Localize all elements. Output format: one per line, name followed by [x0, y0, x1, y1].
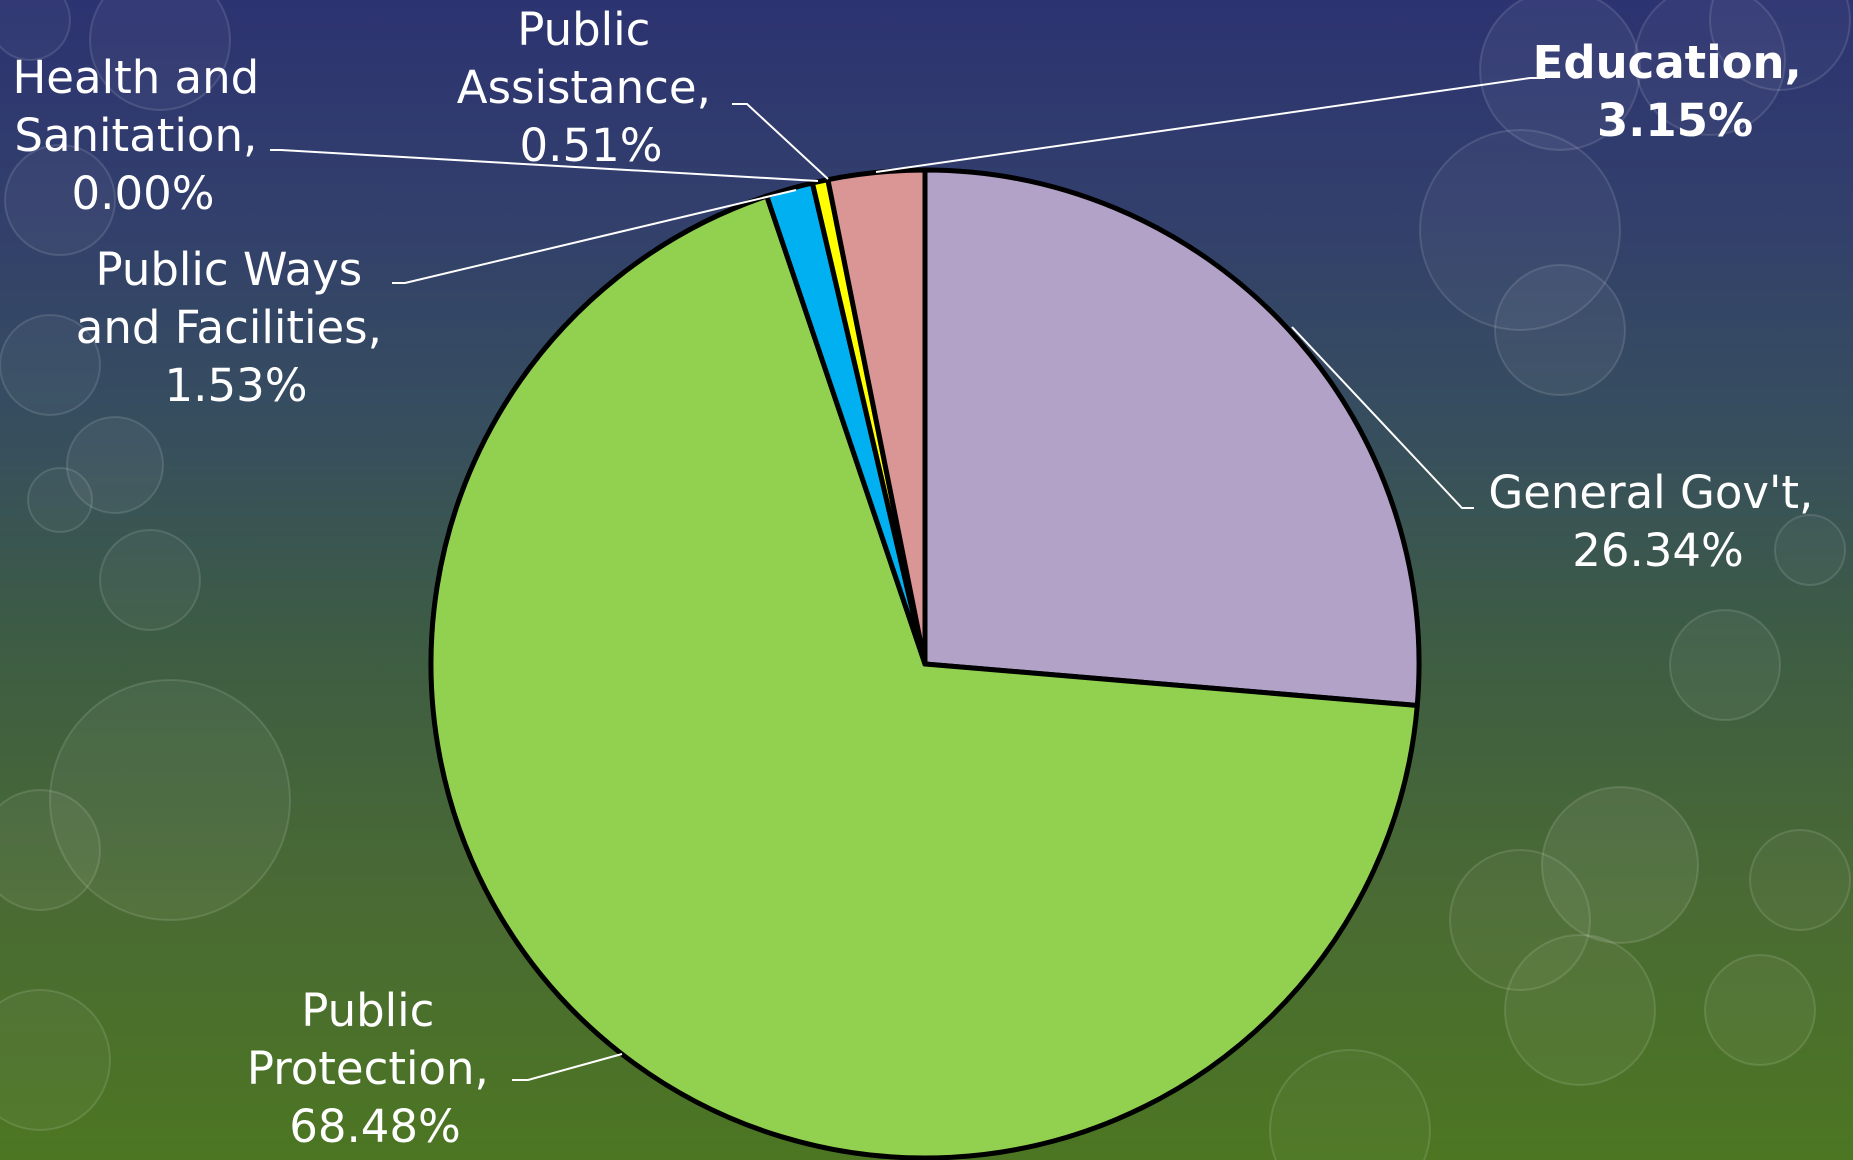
data-label-public-protection: Public Protection, 68.48%: [247, 984, 503, 1153]
data-label-public-ways: Public Ways and Facilities, 1.53%: [76, 243, 396, 412]
data-label-education: Education, 3.15%: [1533, 36, 1818, 147]
leader-line-health-sanitation: [270, 149, 819, 182]
leader-line-public-assistance: [732, 103, 829, 180]
pie-slice-general-gov-t: [922, 167, 1422, 708]
leader-lines: [270, 77, 1545, 1081]
leader-line-education: [875, 77, 1545, 173]
leader-line-public-ways: [392, 189, 797, 284]
leader-line-public-protection: [512, 1053, 623, 1081]
data-label-health-sanitation: Health and Sanitation, 0.00%: [12, 51, 273, 220]
data-label-public-assistance: Public Assistance, 0.51%: [457, 3, 725, 172]
pie-slices: [428, 167, 1422, 1160]
pie-slice-public-protection: [428, 193, 1420, 1160]
leader-line-general-govt: [1291, 326, 1474, 509]
data-label-general-govt: General Gov't, 26.34%: [1488, 466, 1827, 577]
